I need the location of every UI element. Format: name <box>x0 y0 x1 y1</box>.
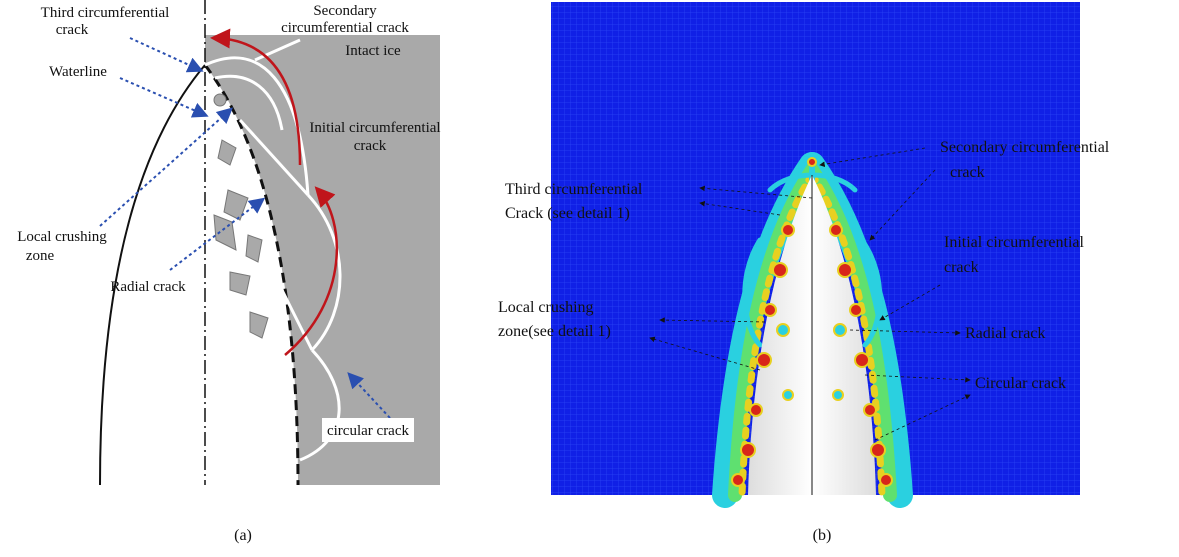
figure: Third circumferential crack Secondary ci… <box>0 0 1179 557</box>
crushed-ice-circle <box>732 474 744 486</box>
ice-sheet <box>205 35 440 485</box>
label: zone <box>26 248 55 264</box>
label: crack <box>944 259 979 276</box>
label: Secondary <box>313 3 377 19</box>
crushed-ice-circle <box>830 224 842 236</box>
page: { "panel_a": { "caption": "(a)", "labels… <box>0 0 1179 557</box>
label: Local crushing <box>17 229 107 245</box>
ice-fragments-polygon <box>250 312 268 338</box>
crushed-ice-circle <box>750 404 762 416</box>
label: zone(see detail 1) <box>498 323 611 340</box>
label: crack <box>56 22 89 38</box>
crushed-ice-circle <box>757 353 771 367</box>
label: circumferential crack <box>281 20 409 36</box>
label: Waterline <box>49 64 107 80</box>
crushed-ice-circle <box>855 353 869 367</box>
hull-outline <box>100 65 205 485</box>
ice-fragments-polygon <box>230 272 250 295</box>
label: Radial crack <box>110 279 186 295</box>
crushed-ice-circle <box>864 404 876 416</box>
label: crack <box>354 138 387 154</box>
label: Third circumferential <box>505 181 643 198</box>
ice-fragments-polygon <box>246 235 262 262</box>
crushed-ice-circle <box>834 324 846 336</box>
crushed-ice-circle <box>880 474 892 486</box>
crushed-ice-circle <box>838 263 852 277</box>
ice-fragments-polygon <box>214 215 236 250</box>
label: Radial crack <box>965 325 1045 342</box>
crushed-ice-circle <box>833 390 843 400</box>
crushed-ice-circle <box>777 324 789 336</box>
label: Initial circumferential <box>309 120 440 136</box>
panel-b: Secondary circumferential crack Third ci… <box>498 2 1110 544</box>
label: Third circumferential <box>41 5 170 21</box>
crushed-ice-circle <box>871 443 885 457</box>
crushed-ice-circle <box>782 224 794 236</box>
blue-arrows-line <box>130 38 200 70</box>
crushed-ice-circle <box>850 304 862 316</box>
ice-fragments-circle <box>214 94 226 106</box>
crushed-ice-circle <box>808 158 816 166</box>
panel-a: Third circumferential crack Secondary ci… <box>17 0 440 544</box>
label: Local crushing <box>498 299 594 316</box>
label: circular crack <box>327 423 410 439</box>
crushed-ice-circle <box>764 304 776 316</box>
label: Crack (see detail 1) <box>505 205 630 222</box>
label: Initial circumferential <box>944 234 1084 251</box>
label: Intact ice <box>345 43 401 59</box>
crushed-ice-circle <box>741 443 755 457</box>
blue-arrows-line <box>120 78 205 115</box>
caption: (b) <box>813 527 832 544</box>
crushed-ice-circle <box>783 390 793 400</box>
crushed-ice-circle <box>773 263 787 277</box>
label: crack <box>950 164 985 181</box>
ice-fragments-polygon <box>224 190 248 220</box>
caption: (a) <box>234 527 252 544</box>
ice-fragments-polygon <box>218 140 236 165</box>
label: Secondary circumferential <box>940 139 1110 156</box>
label: Circular crack <box>975 375 1066 392</box>
